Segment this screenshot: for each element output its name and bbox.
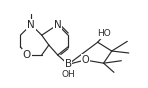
Text: O: O xyxy=(23,50,31,60)
Text: N: N xyxy=(27,20,35,30)
Text: N: N xyxy=(54,20,62,30)
Text: O: O xyxy=(81,55,89,65)
Text: OH: OH xyxy=(61,70,75,79)
Text: B: B xyxy=(65,59,72,69)
Text: HO: HO xyxy=(98,29,111,38)
